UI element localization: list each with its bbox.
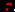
Point bbox=[4, 1, 5, 2]
Point bbox=[12, 9, 13, 10]
Text: Desired
sensitivity == 90%: Desired sensitivity == 90% bbox=[0, 0, 15, 12]
Text: Corresponding threshold ≈ 0.28: Corresponding threshold ≈ 0.28 bbox=[0, 0, 15, 12]
Point bbox=[3, 9, 4, 10]
Point bbox=[8, 4, 9, 5]
Text: Classification Plot (n = 16685, POS = 11684 (70.0%)): Classification Plot (n = 16685, POS = 11… bbox=[0, 0, 15, 12]
Point bbox=[10, 7, 11, 8]
Legend: Sensitivity, Specificity: Sensitivity, Specificity bbox=[13, 11, 15, 12]
Point bbox=[12, 1, 13, 2]
Text: Matching
specificity ≈ 38%: Matching specificity ≈ 38% bbox=[0, 0, 15, 12]
